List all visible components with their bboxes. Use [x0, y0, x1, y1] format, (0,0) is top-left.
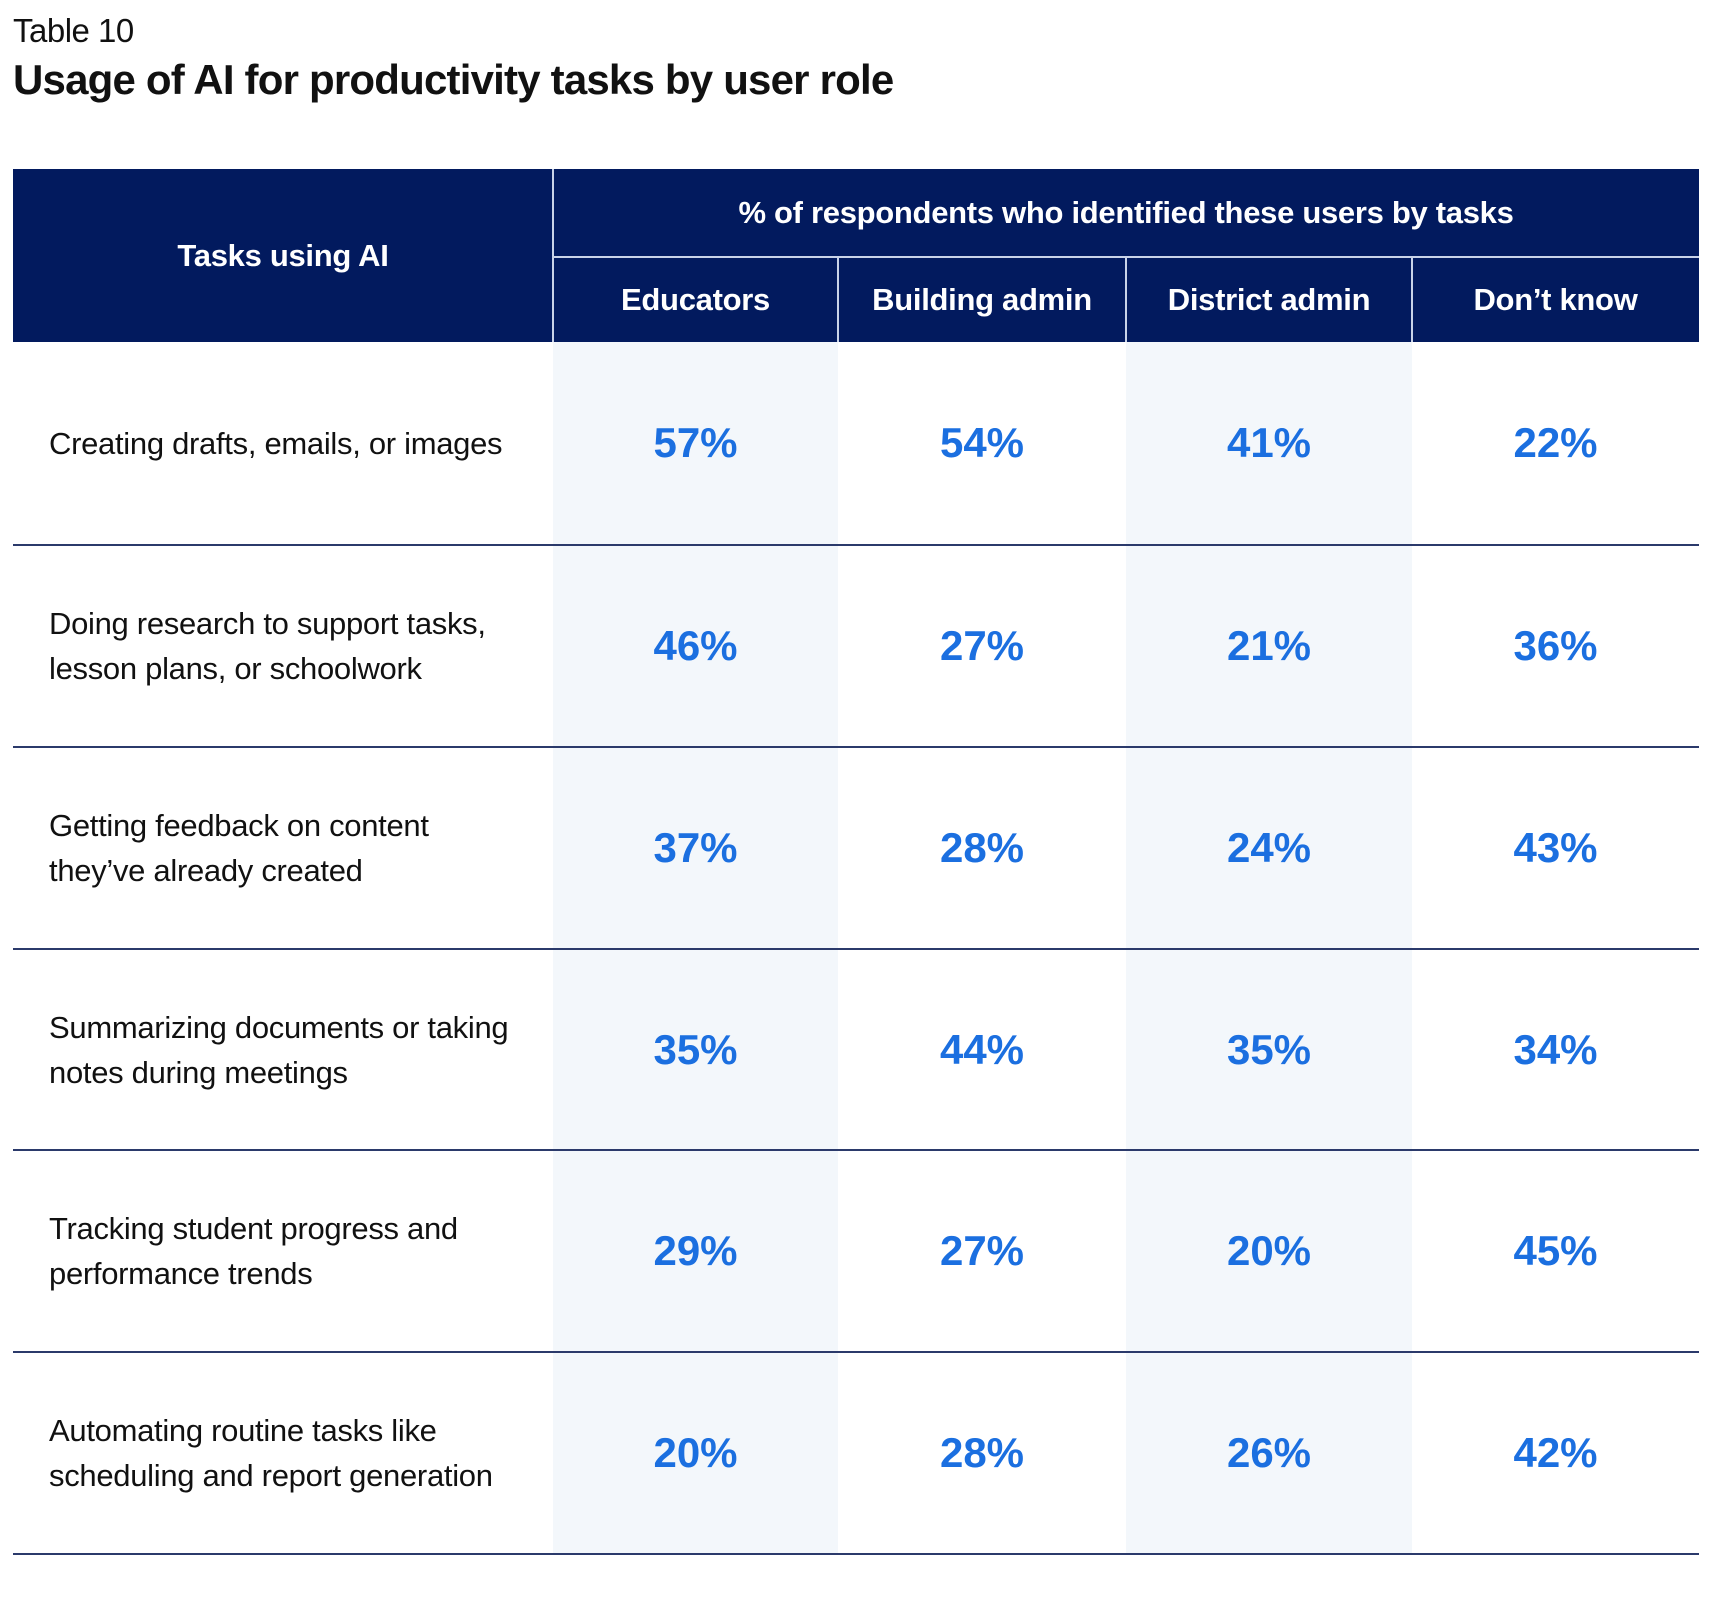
percent-cell: 20%: [1226, 1227, 1312, 1274]
percent-cell: 28%: [939, 1429, 1025, 1476]
divider: [552, 169, 554, 342]
task-label: Summarizing documents or taking notes du…: [49, 1009, 509, 1090]
table-row: Summarizing documents or taking notes du…: [13, 950, 1699, 1151]
percent-cell: 44%: [939, 1025, 1025, 1073]
percent-cell: 57%: [653, 419, 738, 466]
percent-cell: 42%: [1513, 1429, 1598, 1476]
column-header: Building admin: [872, 281, 1092, 317]
percent-cell: 27%: [939, 622, 1025, 669]
percent-cell: 35%: [1226, 1025, 1312, 1073]
group-header: % of respondents who identified these us…: [738, 195, 1514, 230]
percent-cell: 34%: [1513, 1025, 1598, 1073]
table-row: Automating routine tasks like scheduling…: [13, 1353, 1699, 1555]
percent-cell: 41%: [1226, 419, 1312, 466]
percent-cell: 27%: [939, 1227, 1025, 1274]
task-label: Getting feedback on content they’ve alre…: [49, 808, 429, 888]
percent-cell: 20%: [653, 1429, 738, 1476]
percent-cell: 36%: [1513, 622, 1598, 669]
percent-cell: 46%: [653, 622, 738, 669]
task-label: Automating routine tasks like scheduling…: [49, 1413, 493, 1493]
percent-cell: 24%: [1226, 824, 1312, 871]
column-header: District admin: [1167, 281, 1371, 317]
column-header: Educators: [621, 281, 770, 317]
percent-cell: 26%: [1226, 1429, 1312, 1476]
divider: [1125, 257, 1127, 342]
table-row: Tracking student progress and performanc…: [13, 1151, 1699, 1353]
page-title: Usage of AI for productivity tasks by us…: [13, 56, 894, 103]
percent-cell: 22%: [1513, 419, 1598, 466]
table-row: Getting feedback on content they’ve alre…: [13, 748, 1699, 950]
percent-cell: 37%: [653, 824, 738, 871]
divider: [837, 257, 839, 342]
task-label: Doing research to support tasks, lesson …: [49, 606, 486, 686]
percent-cell: 28%: [939, 824, 1025, 871]
percent-cell: 29%: [653, 1227, 738, 1274]
divider: [1411, 257, 1413, 342]
task-label: Creating drafts, emails, or images: [49, 425, 503, 461]
row-header: Tasks using AI: [177, 237, 389, 273]
task-label: Tracking student progress and performanc…: [49, 1211, 458, 1291]
table-number: Table 10: [13, 12, 134, 49]
percent-cell: 35%: [653, 1025, 738, 1073]
column-header: Don’t know: [1473, 281, 1638, 317]
percent-cell: 45%: [1513, 1227, 1598, 1274]
percent-cell: 21%: [1226, 622, 1312, 669]
table-row: Doing research to support tasks, lesson …: [13, 546, 1699, 748]
table-header: Tasks using AI % of respondents who iden…: [13, 169, 1699, 342]
percent-cell: 54%: [939, 419, 1025, 466]
table-row: Creating drafts, emails, or images 57% 54%…: [13, 342, 1699, 546]
percent-cell: 43%: [1513, 824, 1598, 871]
